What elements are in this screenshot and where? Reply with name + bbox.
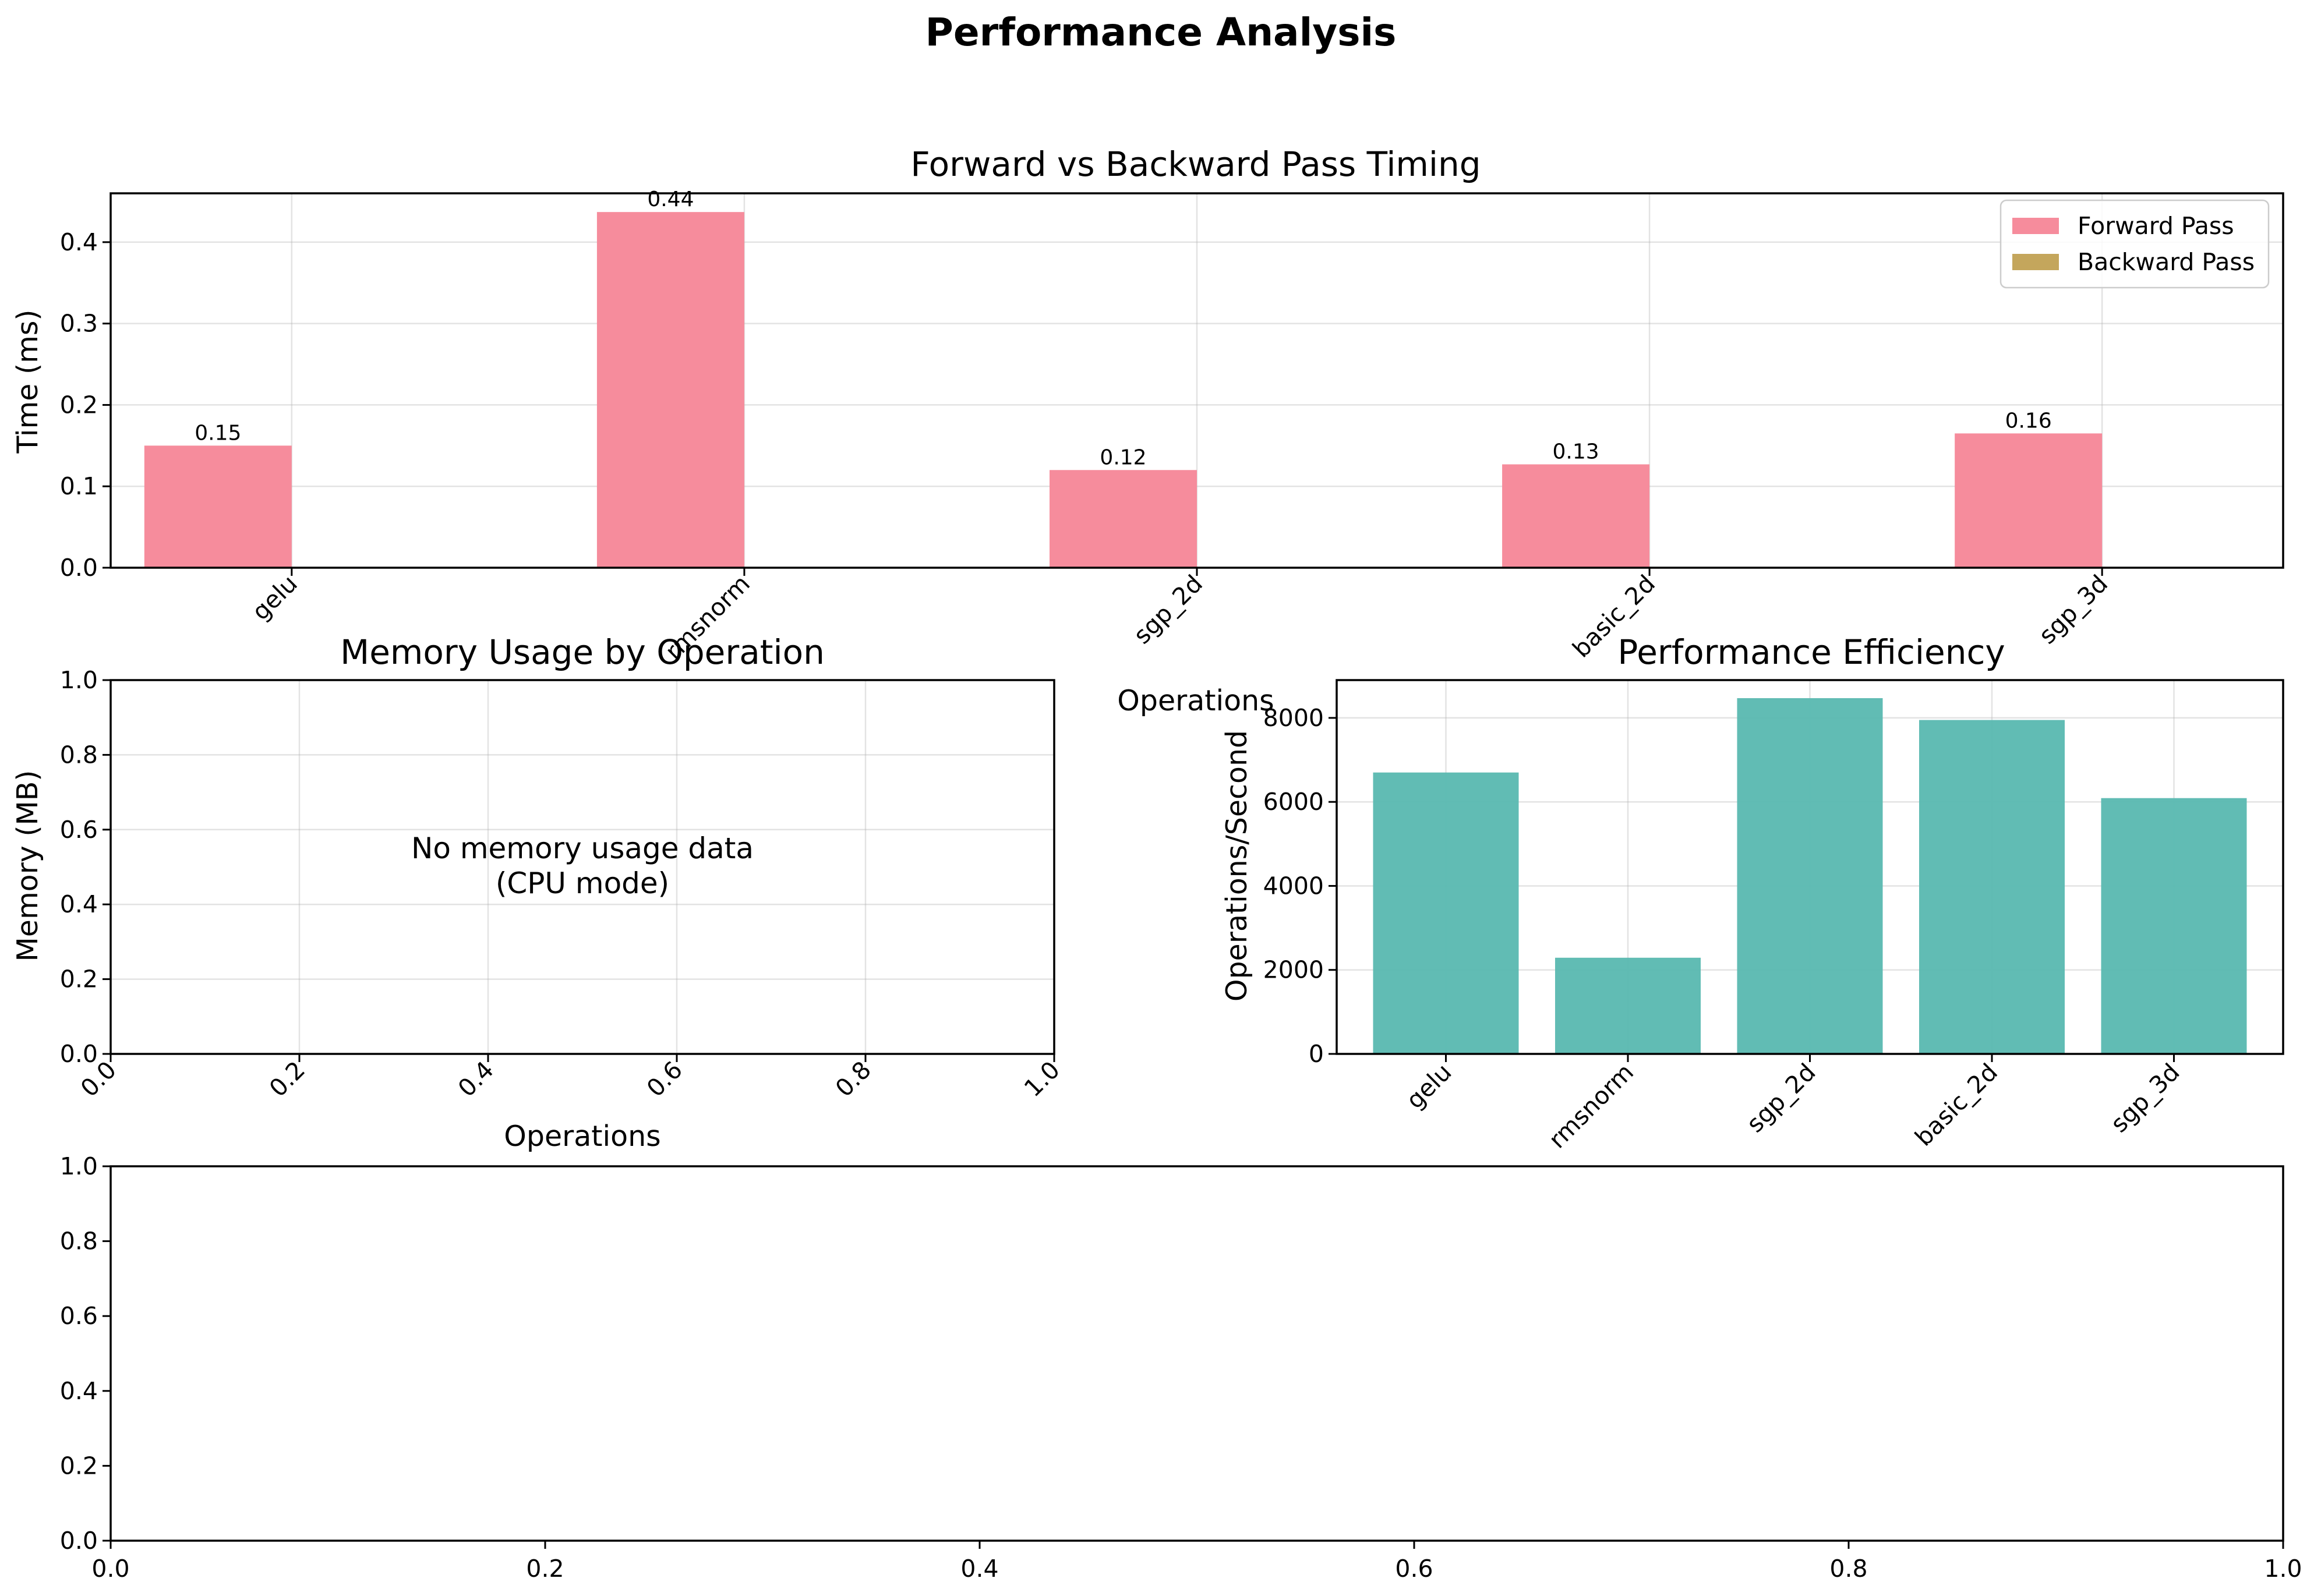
- timing-title: Forward vs Backward Pass Timing: [910, 144, 1481, 184]
- x-tick-label: gelu: [246, 569, 303, 626]
- legend-label-backward: Backward Pass: [2078, 248, 2255, 276]
- x-tick-label: sgp_3d: [2105, 1058, 2185, 1138]
- y-tick-label: 0: [1309, 1040, 1324, 1068]
- x-tick-label: 0.0: [91, 1555, 129, 1583]
- timing-bars: [144, 212, 2103, 568]
- y-tick-label: 4000: [1263, 872, 1324, 900]
- x-tick-label: 0.8: [830, 1056, 877, 1102]
- x-tick-label: sgp_2d: [1128, 569, 1208, 649]
- x-tick-label: sgp_3d: [2033, 569, 2113, 649]
- y-tick-label: 0.2: [60, 1452, 98, 1480]
- timing-x-axis-label: Operations: [1117, 684, 1274, 717]
- efficiency-title: Performance Efficiency: [1617, 632, 2005, 672]
- efficiency-bar: [1373, 772, 1519, 1054]
- forward-pass-value-label: 0.16: [2005, 409, 2052, 433]
- legend-swatch-forward: [2012, 218, 2059, 234]
- x-tick-label: rmsnorm: [1543, 1058, 1639, 1153]
- y-tick-label: 0.4: [60, 228, 98, 256]
- memory-title: Memory Usage by Operation: [340, 632, 825, 672]
- timing-y-axis-label: Time (ms): [11, 310, 44, 454]
- axes-frame: [109, 192, 2284, 569]
- y-tick-label: 0.6: [60, 816, 98, 844]
- y-tick-label: 0.0: [60, 1040, 98, 1068]
- y-tick-label: 2000: [1263, 956, 1324, 984]
- y-tick-label: 1.0: [60, 666, 98, 694]
- efficiency-bar: [2101, 798, 2247, 1054]
- memory-empty-message-line-2: (CPU mode): [496, 866, 669, 900]
- y-tick-label: 0.3: [60, 310, 98, 338]
- y-tick-label: 0.0: [60, 554, 98, 582]
- y-tick-label: 1.0: [60, 1152, 98, 1180]
- x-tick-label: 0.6: [641, 1056, 688, 1102]
- x-tick-label: 0.4: [453, 1056, 499, 1102]
- y-tick-label: 0.4: [60, 890, 98, 918]
- forward-pass-bar: [1050, 470, 1197, 568]
- axes-frame: [109, 679, 1055, 1055]
- x-tick-label: basic_2d: [1910, 1058, 2004, 1152]
- x-tick-label: 0.2: [264, 1056, 310, 1102]
- memory-x-axis-label: Operations: [504, 1120, 660, 1153]
- timing-legend: Forward Pass Backward Pass: [1999, 199, 2270, 289]
- y-tick-label: 0.4: [60, 1377, 98, 1405]
- forward-pass-bar: [1955, 433, 2103, 568]
- axes-frame: [1336, 679, 2284, 1055]
- y-tick-label: 6000: [1263, 788, 1324, 816]
- y-tick-label: 0.1: [60, 472, 98, 500]
- forward-pass-bar: [596, 212, 744, 568]
- efficiency-panel: 0 2000 4000 6000 8000 gelu rmsnorm sgp_2d basic_…: [1220, 632, 2284, 1154]
- y-tick-label: 0.2: [60, 965, 98, 993]
- axes-frame: [109, 1165, 2284, 1542]
- x-tick-label: 0.4: [960, 1555, 998, 1583]
- x-tick-label: 1.0: [1019, 1056, 1065, 1102]
- memory-y-axis-label: Memory (MB): [11, 770, 44, 962]
- memory-empty-message-line-1: No memory usage data: [411, 831, 754, 865]
- efficiency-bars: [1373, 698, 2247, 1054]
- y-tick-label: 0.8: [60, 741, 98, 769]
- timing-panel: 0.15 0.44 0.12 0.13 0.16 0.0 0.1 0.2 0.3 0.4 gelu…: [11, 144, 2284, 717]
- forward-pass-bar: [144, 445, 292, 568]
- timing-data-labels: 0.15 0.44 0.12 0.13 0.16: [195, 187, 2051, 469]
- efficiency-bar: [1555, 957, 1701, 1054]
- x-tick-label: gelu: [1401, 1058, 1457, 1114]
- empty-axes: 0.0 0.2 0.4 0.6 0.8 1.0 0.0 0.2 0.4 0.6 0.8 1.0: [60, 1152, 2302, 1583]
- forward-pass-value-label: 0.15: [195, 421, 241, 445]
- y-tick-label: 0.6: [60, 1302, 98, 1330]
- forward-pass-value-label: 0.12: [1100, 445, 1146, 469]
- efficiency-y-axis-label: Operations/Second: [1220, 730, 1253, 1002]
- forward-pass-value-label: 0.13: [1553, 440, 1599, 463]
- x-tick-label: 0.6: [1395, 1555, 1433, 1583]
- forward-pass-bar: [1502, 464, 1650, 568]
- figure-title: Performance Analysis: [925, 10, 1397, 55]
- y-tick-label: 0.8: [60, 1227, 98, 1255]
- forward-pass-value-label: 0.44: [647, 187, 694, 211]
- empty-panel: 0.0 0.2 0.4 0.6 0.8 1.0 0.0 0.2 0.4 0.6 0.8 1.0: [60, 1152, 2302, 1583]
- memory-panel: 0.00.20.40.60.81.00.0 0.2 0.4 0.6 0.8 1.0 Mem…: [11, 632, 1065, 1153]
- legend-frame: [1999, 199, 2270, 289]
- y-tick-label: 0.0: [60, 1527, 98, 1555]
- x-tick-label: 0.2: [526, 1555, 564, 1583]
- x-tick-label: sgp_2d: [1741, 1058, 1821, 1138]
- y-tick-label: 0.2: [60, 391, 98, 419]
- x-tick-label: 0.8: [1829, 1555, 1867, 1583]
- legend-swatch-backward: [2012, 254, 2059, 270]
- x-tick-label: 1.0: [2264, 1555, 2302, 1583]
- legend-label-forward: Forward Pass: [2078, 212, 2234, 240]
- efficiency-bar: [1737, 698, 1883, 1054]
- y-tick-label: 8000: [1263, 704, 1324, 732]
- efficiency-bar: [1919, 720, 2065, 1054]
